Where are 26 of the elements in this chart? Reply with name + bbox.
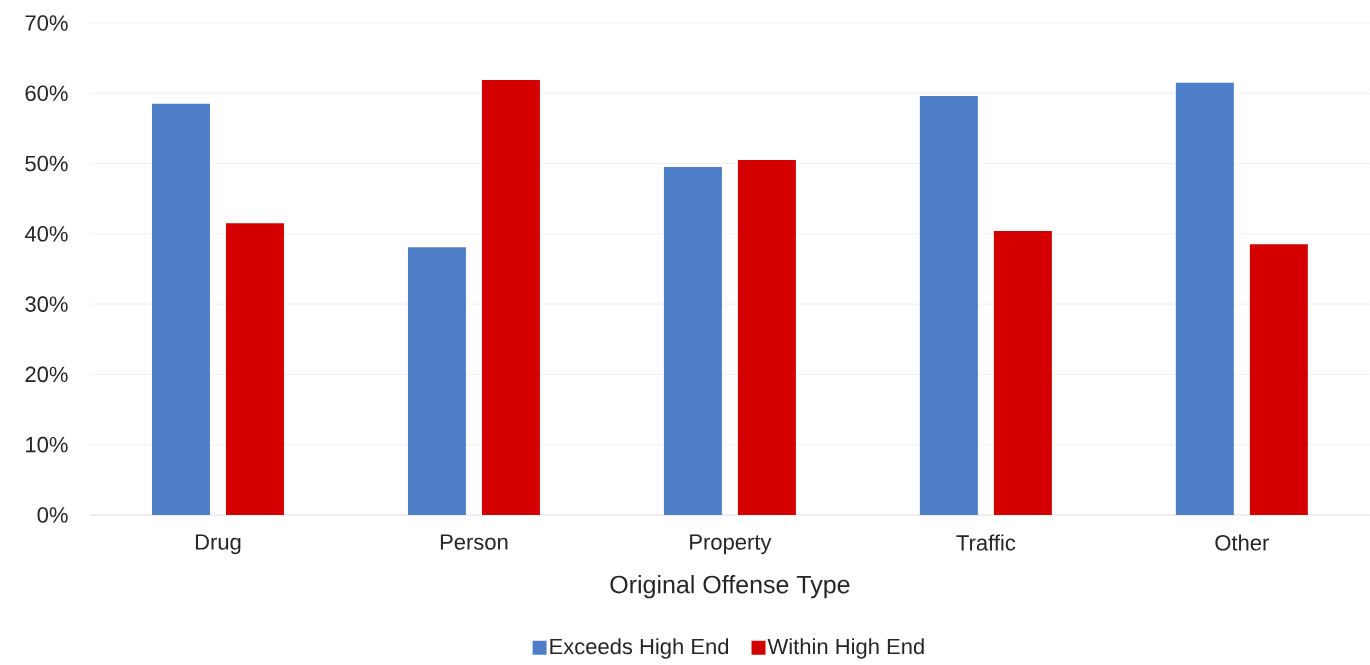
bar bbox=[919, 96, 978, 515]
x-axis-title: Original Offense Type bbox=[610, 575, 850, 599]
bar bbox=[737, 160, 796, 515]
y-tick-label: 50% bbox=[25, 155, 68, 172]
bar bbox=[993, 231, 1052, 515]
bar bbox=[481, 79, 540, 515]
y-tick-label: 0% bbox=[37, 507, 68, 523]
x-tick-label: Other bbox=[1215, 534, 1269, 551]
y-tick-label: 40% bbox=[24, 226, 68, 242]
x-tick-label: Traffic bbox=[956, 534, 1016, 551]
x-tick-label: Property bbox=[690, 534, 772, 555]
y-tick-label: 30% bbox=[25, 296, 68, 312]
legend-label: Exceeds High End bbox=[550, 638, 729, 659]
y-tick-label: 60% bbox=[25, 85, 68, 102]
bar bbox=[151, 103, 210, 515]
y-tick-label: 10% bbox=[26, 436, 68, 453]
y-tick-label: 70% bbox=[25, 15, 68, 31]
x-tick-label: Person bbox=[440, 534, 508, 550]
bar bbox=[407, 247, 466, 515]
bar bbox=[663, 167, 722, 515]
y-tick-label: 20% bbox=[25, 366, 68, 383]
legend-label: Within High End bbox=[767, 638, 924, 659]
bar bbox=[1175, 82, 1234, 515]
bar bbox=[1249, 244, 1308, 515]
bar bbox=[225, 223, 284, 515]
x-tick-label: Drug bbox=[195, 534, 241, 555]
